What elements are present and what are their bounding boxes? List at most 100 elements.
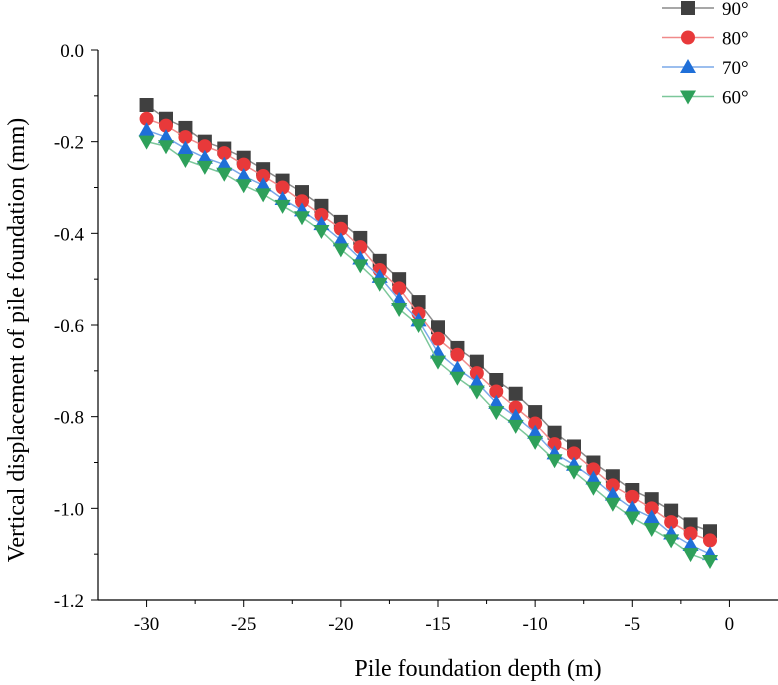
data-point xyxy=(489,384,504,399)
data-point xyxy=(682,548,699,563)
data-point xyxy=(586,462,601,477)
data-point xyxy=(508,386,523,401)
data-point xyxy=(332,243,349,258)
y-tick-label: 0.0 xyxy=(60,41,84,62)
data-point xyxy=(469,354,484,369)
data-point xyxy=(489,373,504,387)
data-point xyxy=(585,481,602,496)
data-point xyxy=(217,146,232,161)
x-axis-label: Pile foundation depth (m) xyxy=(354,656,601,682)
data-point xyxy=(488,406,505,421)
legend-label: 70° xyxy=(722,58,749,79)
y-tick-label: -0.4 xyxy=(54,224,85,245)
data-point xyxy=(567,446,581,461)
data-point xyxy=(391,302,408,317)
data-point xyxy=(703,533,717,548)
data-point xyxy=(702,555,718,570)
y-tick-label: -1.0 xyxy=(54,499,84,520)
y-tick-label: -0.2 xyxy=(54,133,84,154)
data-point xyxy=(547,437,562,452)
legend-label: 60° xyxy=(722,88,749,109)
data-point xyxy=(138,122,155,137)
data-point xyxy=(450,347,465,362)
data-point xyxy=(352,259,369,274)
x-tick-label: -30 xyxy=(134,614,159,635)
data-point xyxy=(643,522,660,537)
data-point xyxy=(547,425,562,440)
data-point xyxy=(624,500,641,515)
data-point xyxy=(294,211,310,226)
legend-marker xyxy=(681,30,695,45)
data-point xyxy=(158,140,174,155)
data-point xyxy=(605,478,620,493)
data-point xyxy=(295,194,309,209)
legend-marker xyxy=(681,1,695,15)
x-tick-label: -10 xyxy=(522,614,547,635)
series-line xyxy=(146,118,711,542)
data-point xyxy=(197,139,212,154)
data-point xyxy=(643,509,660,524)
data-point xyxy=(644,501,659,516)
y-tick-label: -1.2 xyxy=(54,591,84,612)
data-point xyxy=(683,526,698,541)
data-point xyxy=(314,208,329,222)
data-point xyxy=(508,400,523,415)
data-point xyxy=(158,129,174,144)
data-point xyxy=(528,405,543,420)
data-point xyxy=(256,169,271,184)
data-point xyxy=(546,454,563,469)
legend-marker xyxy=(680,90,696,105)
data-point xyxy=(392,281,407,296)
data-point xyxy=(139,98,154,112)
data-point xyxy=(178,130,193,145)
data-point xyxy=(468,374,485,389)
data-point xyxy=(431,331,445,346)
data-point xyxy=(585,470,602,485)
data-point xyxy=(604,497,621,512)
data-point xyxy=(332,232,349,247)
data-point xyxy=(682,537,699,551)
data-point xyxy=(274,199,291,214)
data-point xyxy=(468,385,485,400)
data-point xyxy=(664,503,679,518)
legend-label: 80° xyxy=(722,29,749,50)
y-tick-label: -0.8 xyxy=(54,408,84,429)
data-point xyxy=(663,534,680,549)
data-point xyxy=(469,366,484,381)
legend-marker xyxy=(680,59,696,73)
data-point xyxy=(235,179,252,194)
x-tick-label: 0 xyxy=(725,614,735,635)
data-point xyxy=(449,371,466,386)
data-point xyxy=(353,240,368,255)
data-point xyxy=(235,168,252,183)
data-point xyxy=(255,177,272,192)
data-point xyxy=(430,355,446,370)
data-point xyxy=(411,295,426,310)
data-point xyxy=(528,416,543,431)
data-point xyxy=(507,408,524,423)
data-point xyxy=(313,225,330,240)
data-point xyxy=(216,167,233,182)
data-point xyxy=(604,486,621,501)
data-point xyxy=(664,515,679,530)
y-tick-label: -0.6 xyxy=(54,316,84,337)
data-point xyxy=(527,435,544,450)
data-point xyxy=(410,319,427,333)
data-point xyxy=(391,291,408,306)
data-point xyxy=(488,394,505,409)
data-point xyxy=(139,111,154,126)
data-point xyxy=(625,489,640,504)
data-point xyxy=(196,160,213,175)
data-point xyxy=(431,320,445,335)
data-point xyxy=(159,118,173,133)
data-point xyxy=(236,157,251,172)
x-tick-label: -5 xyxy=(624,614,640,635)
x-tick-label: -15 xyxy=(425,614,450,635)
x-tick-label: -25 xyxy=(231,614,256,635)
data-point xyxy=(255,188,272,203)
data-point xyxy=(275,180,290,195)
data-point xyxy=(177,140,194,155)
data-point xyxy=(216,156,233,171)
